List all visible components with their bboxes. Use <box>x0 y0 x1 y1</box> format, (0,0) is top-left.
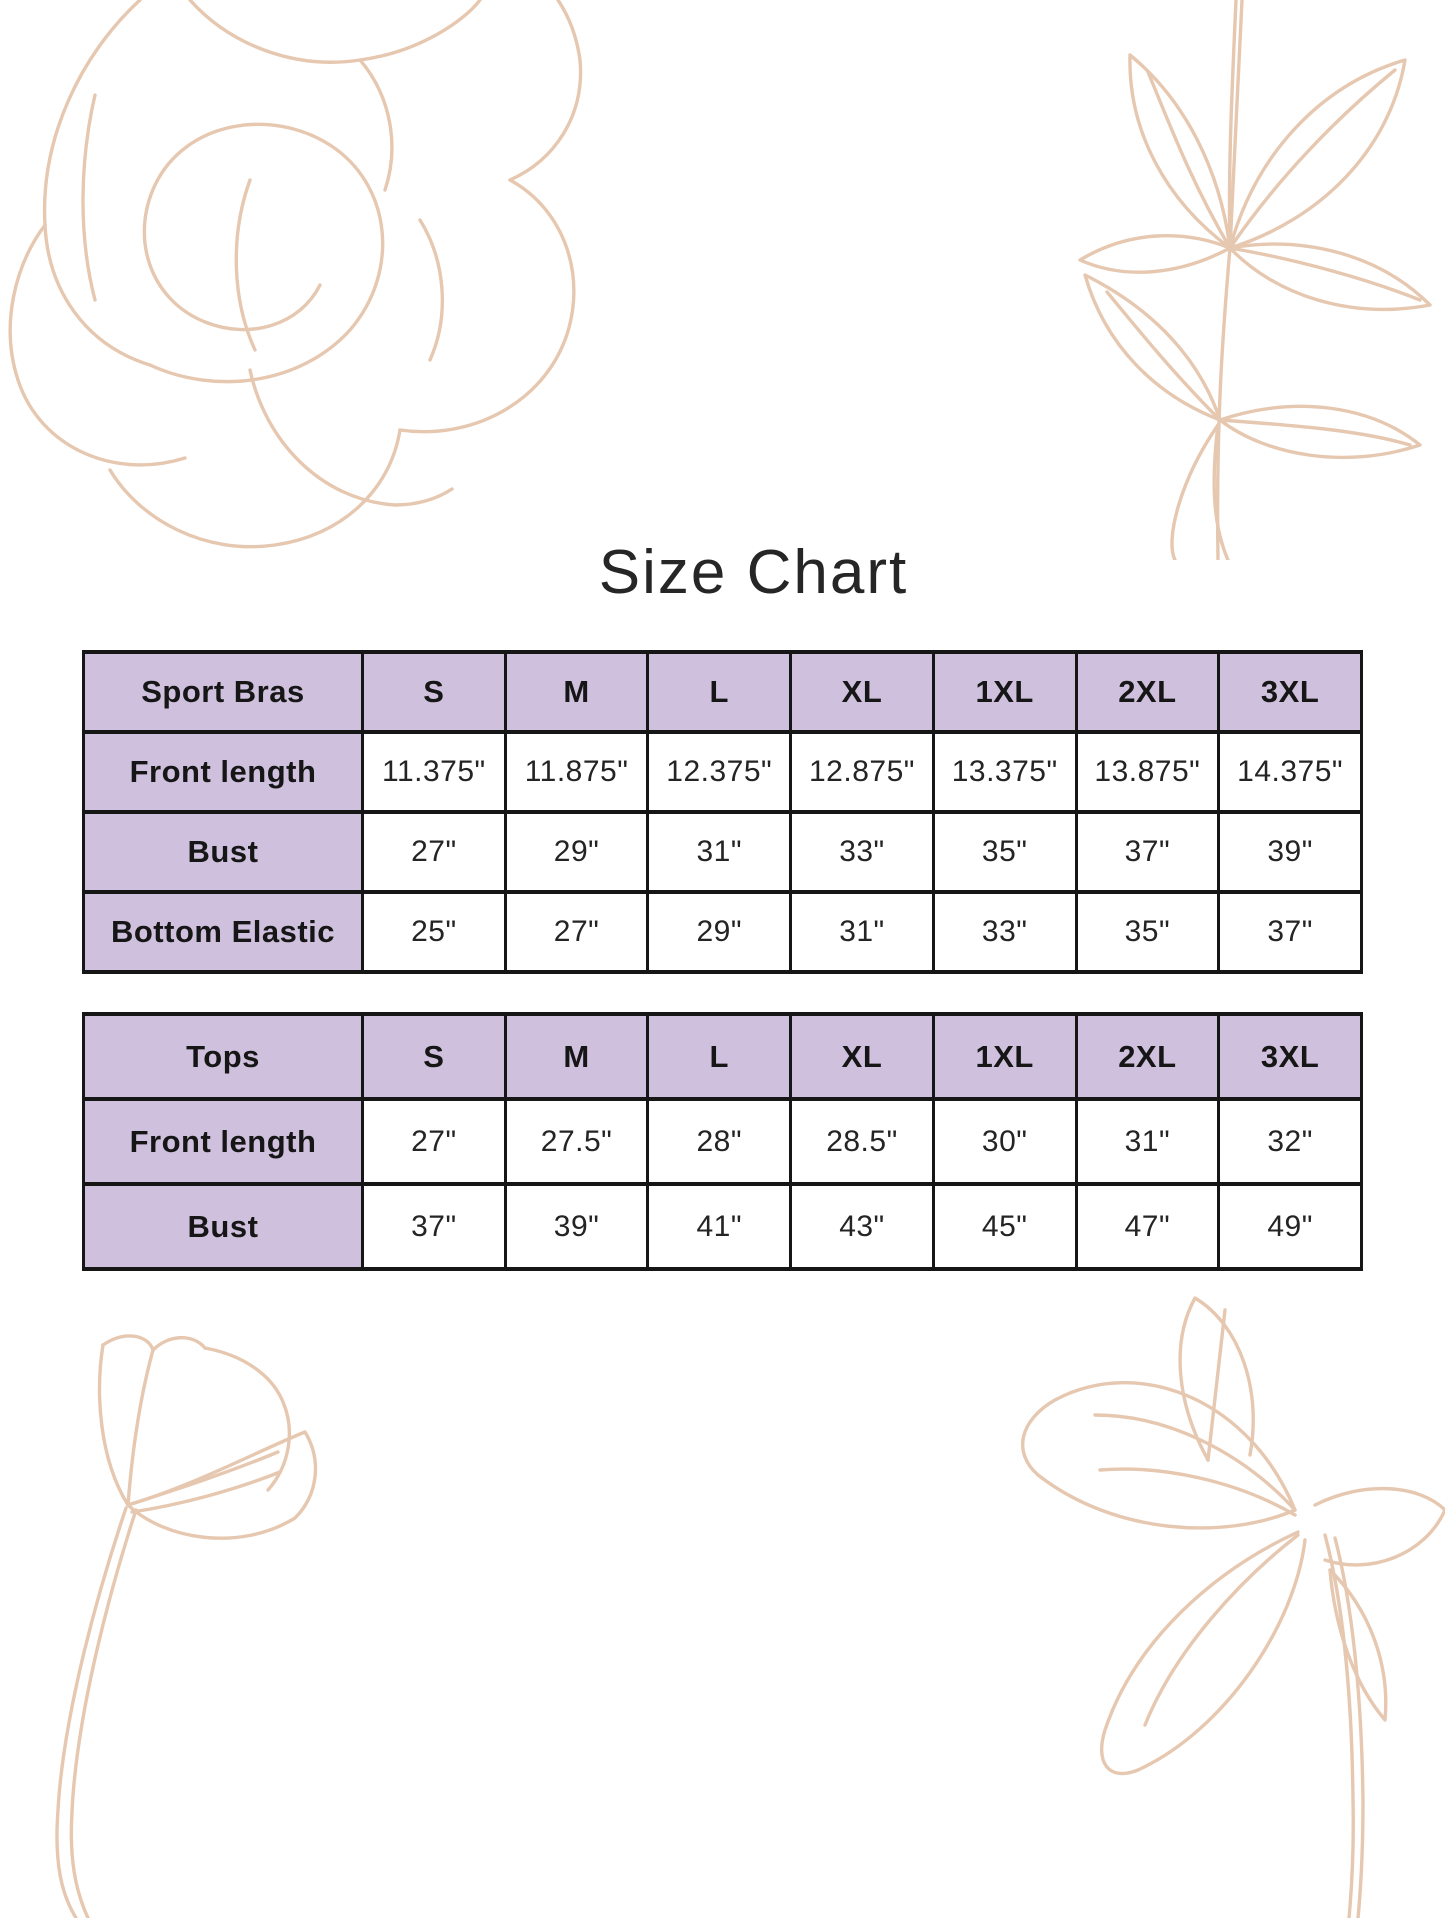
size-value-cell: 31" <box>1074 1097 1221 1186</box>
size-value-cell: 35" <box>931 810 1078 894</box>
size-value-cell: 45" <box>931 1182 1078 1271</box>
size-value-cell: 39" <box>503 1182 650 1271</box>
table-row: Bust 27" 29" 31" 33" 35" 37" 39" <box>82 810 1363 894</box>
size-value-cell: 31" <box>646 810 793 894</box>
size-column-header: S <box>361 650 507 734</box>
size-value-cell: 27.5" <box>503 1097 650 1186</box>
size-value-cell: 33" <box>931 890 1078 974</box>
size-value-cell: 27" <box>361 810 507 894</box>
table-corner-header: Tops <box>82 1012 364 1101</box>
leaf-branch-decoration-top-right <box>1078 0 1432 560</box>
tops-size-table: Tops S M L XL 1XL 2XL 3XL Front length 2… <box>82 1012 1363 1271</box>
size-value-cell: 25" <box>361 890 507 974</box>
size-column-header: L <box>646 650 793 734</box>
size-value-cell: 37" <box>1217 890 1363 974</box>
table-row: Bottom Elastic 25" 27" 29" 31" 33" 35" 3… <box>82 890 1363 974</box>
size-value-cell: 39" <box>1217 810 1363 894</box>
size-value-cell: 43" <box>789 1182 935 1271</box>
size-column-header: M <box>503 1012 650 1101</box>
table-row: Front length 27" 27.5" 28" 28.5" 30" 31"… <box>82 1097 1363 1186</box>
size-value-cell: 30" <box>931 1097 1078 1186</box>
table-header-row: Tops S M L XL 1XL 2XL 3XL <box>82 1012 1363 1101</box>
size-value-cell: 27" <box>503 890 650 974</box>
peony-flower-decoration-top-left <box>8 0 583 549</box>
size-value-cell: 11.875" <box>503 730 650 814</box>
size-value-cell: 49" <box>1217 1182 1363 1271</box>
size-value-cell: 47" <box>1074 1182 1221 1271</box>
size-value-cell: 11.375" <box>361 730 507 814</box>
size-value-cell: 27" <box>361 1097 507 1186</box>
size-value-cell: 32" <box>1217 1097 1363 1186</box>
size-value-cell: 29" <box>503 810 650 894</box>
page-title: Size Chart <box>598 538 909 607</box>
size-value-cell: 37" <box>1074 810 1221 894</box>
size-value-cell: 33" <box>789 810 935 894</box>
size-value-cell: 28" <box>646 1097 793 1186</box>
poppy-flower-decoration-bottom-left <box>55 1334 318 1918</box>
size-value-cell: 37" <box>361 1182 507 1271</box>
size-value-cell: 35" <box>1074 890 1221 974</box>
size-column-header: 2XL <box>1074 1012 1221 1101</box>
size-column-header: XL <box>789 650 935 734</box>
table-row: Front length 11.375" 11.875" 12.375" 12.… <box>82 730 1363 814</box>
row-label-cell: Front length <box>82 730 364 814</box>
row-label-cell: Bust <box>82 1182 364 1271</box>
table-header-row: Sport Bras S M L XL 1XL 2XL 3XL <box>82 650 1363 734</box>
size-column-header: 3XL <box>1217 1012 1363 1101</box>
size-value-cell: 13.875" <box>1074 730 1221 814</box>
size-value-cell: 29" <box>646 890 793 974</box>
size-value-cell: 14.375" <box>1217 730 1363 814</box>
size-value-cell: 12.375" <box>646 730 793 814</box>
size-value-cell: 28.5" <box>789 1097 935 1186</box>
size-column-header: 1XL <box>931 1012 1078 1101</box>
size-value-cell: 31" <box>789 890 935 974</box>
size-column-header: M <box>503 650 650 734</box>
row-label-cell: Front length <box>82 1097 364 1186</box>
sport-bras-size-table: Sport Bras S M L XL 1XL 2XL 3XL Front le… <box>82 650 1363 974</box>
size-column-header: L <box>646 1012 793 1101</box>
size-column-header: 2XL <box>1074 650 1221 734</box>
table-corner-header: Sport Bras <box>82 650 364 734</box>
size-value-cell: 41" <box>646 1182 793 1271</box>
size-column-header: S <box>361 1012 507 1101</box>
wildflower-decoration-bottom-right <box>1021 1296 1445 1918</box>
table-row: Bust 37" 39" 41" 43" 45" 47" 49" <box>82 1182 1363 1271</box>
size-value-cell: 13.375" <box>931 730 1078 814</box>
size-value-cell: 12.875" <box>789 730 935 814</box>
row-label-cell: Bottom Elastic <box>82 890 364 974</box>
row-label-cell: Bust <box>82 810 364 894</box>
size-column-header: 3XL <box>1217 650 1363 734</box>
size-column-header: 1XL <box>931 650 1078 734</box>
size-column-header: XL <box>789 1012 935 1101</box>
